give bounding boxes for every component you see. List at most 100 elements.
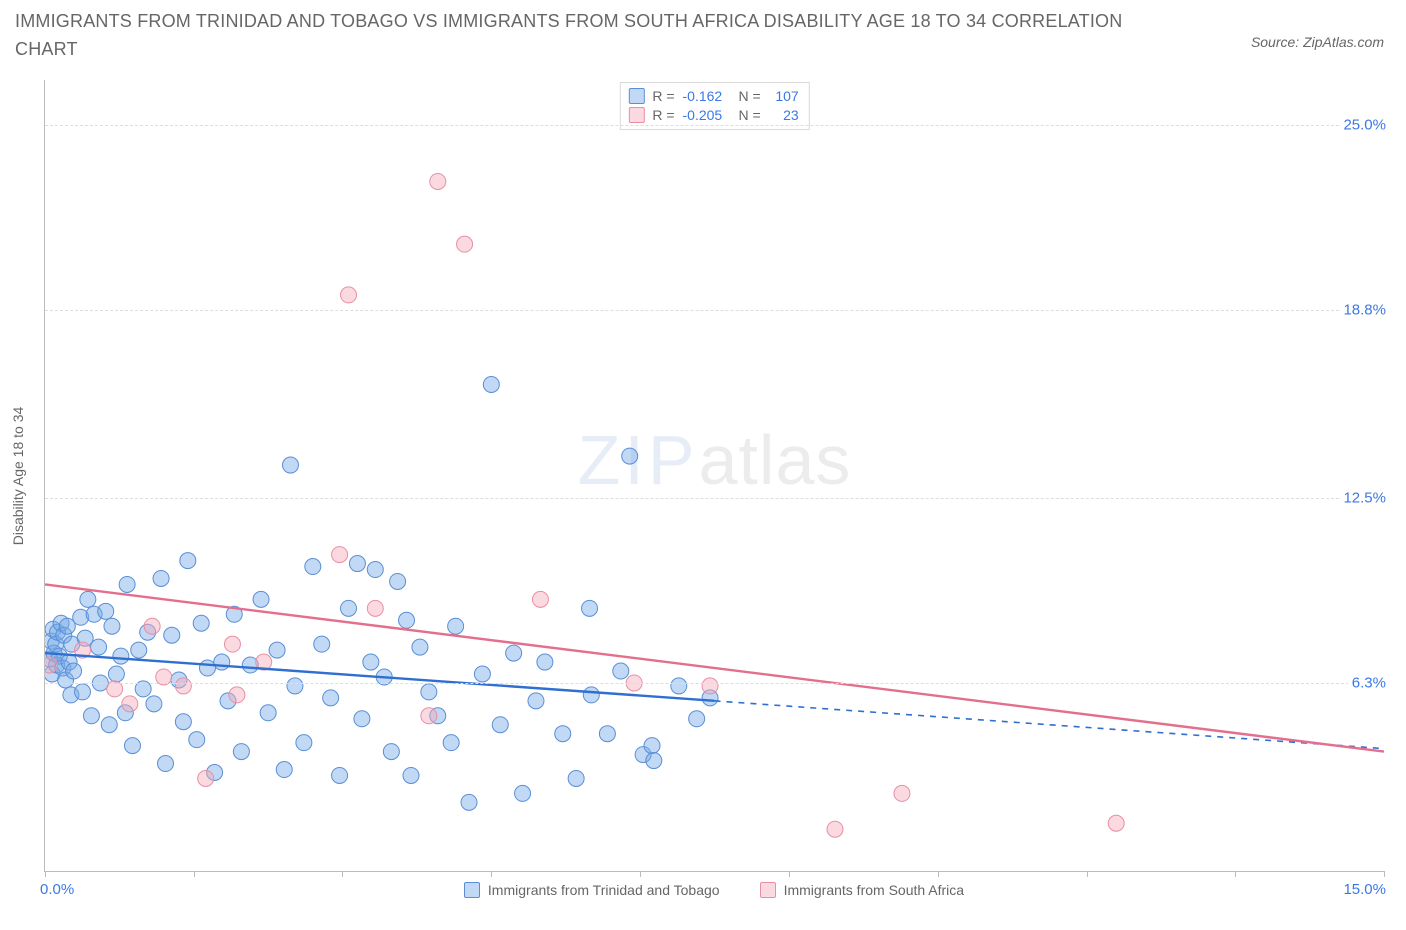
scatter-point-south_africa — [175, 678, 191, 694]
scatter-point-trinidad — [689, 711, 705, 727]
scatter-point-south_africa — [332, 547, 348, 563]
scatter-point-trinidad — [646, 753, 662, 769]
scatter-point-trinidad — [314, 636, 330, 652]
scatter-point-south_africa — [367, 600, 383, 616]
scatter-point-trinidad — [568, 770, 584, 786]
scatter-point-trinidad — [189, 732, 205, 748]
chart-title: IMMIGRANTS FROM TRINIDAD AND TOBAGO VS I… — [15, 8, 1226, 64]
gridline — [45, 125, 1384, 126]
scatter-point-trinidad — [354, 711, 370, 727]
scatter-point-trinidad — [282, 457, 298, 473]
scatter-point-trinidad — [305, 559, 321, 575]
scatter-point-south_africa — [45, 657, 57, 673]
scatter-point-trinidad — [131, 642, 147, 658]
scatter-point-south_africa — [532, 591, 548, 607]
scatter-point-trinidad — [555, 726, 571, 742]
source-attribution: Source: ZipAtlas.com — [1251, 34, 1384, 50]
gridline — [45, 683, 1384, 684]
legend-label: Immigrants from Trinidad and Tobago — [488, 882, 720, 898]
scatter-point-trinidad — [287, 678, 303, 694]
chart-title-line1: IMMIGRANTS FROM TRINIDAD AND TOBAGO VS I… — [15, 11, 1122, 31]
x-axis-tick — [640, 871, 641, 877]
scatter-point-trinidad — [349, 556, 365, 572]
scatter-point-south_africa — [827, 821, 843, 837]
scatter-point-south_africa — [457, 236, 473, 252]
scatter-point-trinidad — [671, 678, 687, 694]
scatter-point-south_africa — [1108, 815, 1124, 831]
x-axis-tick — [938, 871, 939, 877]
scatter-point-trinidad — [193, 615, 209, 631]
x-axis-tick — [1235, 871, 1236, 877]
scatter-point-trinidad — [399, 612, 415, 628]
scatter-point-trinidad — [341, 600, 357, 616]
scatter-point-south_africa — [430, 173, 446, 189]
scatter-point-trinidad — [412, 639, 428, 655]
scatter-point-trinidad — [199, 660, 215, 676]
scatter-point-trinidad — [403, 767, 419, 783]
scatter-point-trinidad — [537, 654, 553, 670]
scatter-point-trinidad — [98, 603, 114, 619]
x-axis-tick — [491, 871, 492, 877]
legend-swatch-icon — [760, 882, 776, 898]
scatter-point-trinidad — [443, 735, 459, 751]
scatter-point-trinidad — [80, 591, 96, 607]
scatter-point-south_africa — [122, 696, 138, 712]
x-axis-tick — [45, 871, 46, 877]
scatter-point-trinidad — [492, 717, 508, 733]
scatter-point-trinidad — [253, 591, 269, 607]
scatter-point-trinidad — [214, 654, 230, 670]
scatter-point-south_africa — [198, 770, 214, 786]
scatter-point-trinidad — [622, 448, 638, 464]
x-axis-tick — [342, 871, 343, 877]
plot-area: ZIPatlas R = -0.162 N = 107 R = -0.205 N… — [44, 80, 1384, 872]
scatter-point-trinidad — [613, 663, 629, 679]
scatter-point-trinidad — [448, 618, 464, 634]
scatter-point-trinidad — [119, 576, 135, 592]
y-axis-title: Disability Age 18 to 34 — [10, 407, 26, 546]
scatter-point-trinidad — [367, 562, 383, 578]
scatter-point-trinidad — [233, 744, 249, 760]
scatter-point-south_africa — [341, 287, 357, 303]
bottom-legend: Immigrants from Trinidad and Tobago Immi… — [44, 882, 1384, 898]
scatter-point-trinidad — [276, 762, 292, 778]
scatter-point-trinidad — [363, 654, 379, 670]
scatter-point-trinidad — [296, 735, 312, 751]
legend-label: Immigrants from South Africa — [784, 882, 965, 898]
scatter-point-trinidad — [506, 645, 522, 661]
legend-item: Immigrants from Trinidad and Tobago — [464, 882, 720, 898]
gridline — [45, 310, 1384, 311]
plot-canvas: ZIPatlas R = -0.162 N = 107 R = -0.205 N… — [44, 80, 1384, 872]
x-axis-tick — [1384, 871, 1385, 877]
scatter-point-south_africa — [894, 785, 910, 801]
y-axis-tick-label: 25.0% — [1339, 116, 1386, 133]
x-axis-tick — [1087, 871, 1088, 877]
scatter-svg — [45, 80, 1384, 871]
y-axis-tick-label: 18.8% — [1339, 301, 1386, 318]
scatter-point-trinidad — [180, 553, 196, 569]
gridline — [45, 498, 1384, 499]
scatter-point-trinidad — [528, 693, 544, 709]
scatter-point-trinidad — [332, 767, 348, 783]
legend-swatch-icon — [464, 882, 480, 898]
scatter-point-trinidad — [474, 666, 490, 682]
scatter-point-trinidad — [644, 738, 660, 754]
scatter-point-trinidad — [108, 666, 124, 682]
y-axis-tick-label: 12.5% — [1339, 489, 1386, 506]
y-axis-tick-label: 6.3% — [1348, 674, 1386, 691]
scatter-point-trinidad — [175, 714, 191, 730]
scatter-point-trinidad — [583, 687, 599, 703]
x-axis-tick — [194, 871, 195, 877]
scatter-point-trinidad — [124, 738, 140, 754]
trendline-dash-trinidad — [715, 701, 1385, 749]
legend-item: Immigrants from South Africa — [760, 882, 965, 898]
scatter-point-trinidad — [153, 570, 169, 586]
x-axis-tick — [789, 871, 790, 877]
scatter-point-trinidad — [260, 705, 276, 721]
scatter-point-south_africa — [421, 708, 437, 724]
scatter-point-trinidad — [383, 744, 399, 760]
scatter-point-trinidad — [483, 376, 499, 392]
scatter-point-trinidad — [390, 573, 406, 589]
scatter-point-trinidad — [158, 756, 174, 772]
scatter-point-trinidad — [66, 663, 82, 679]
scatter-point-trinidad — [91, 639, 107, 655]
